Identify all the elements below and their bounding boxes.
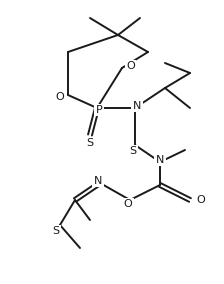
Text: N: N [94,176,102,186]
Text: N: N [133,101,141,111]
Text: S: S [52,226,60,236]
Text: O: O [124,199,132,209]
Text: S: S [86,138,94,148]
Text: O: O [196,195,205,205]
Text: P: P [96,105,102,115]
Text: S: S [129,146,137,156]
Text: O: O [126,61,135,71]
Text: O: O [55,92,64,102]
Text: N: N [156,155,164,165]
